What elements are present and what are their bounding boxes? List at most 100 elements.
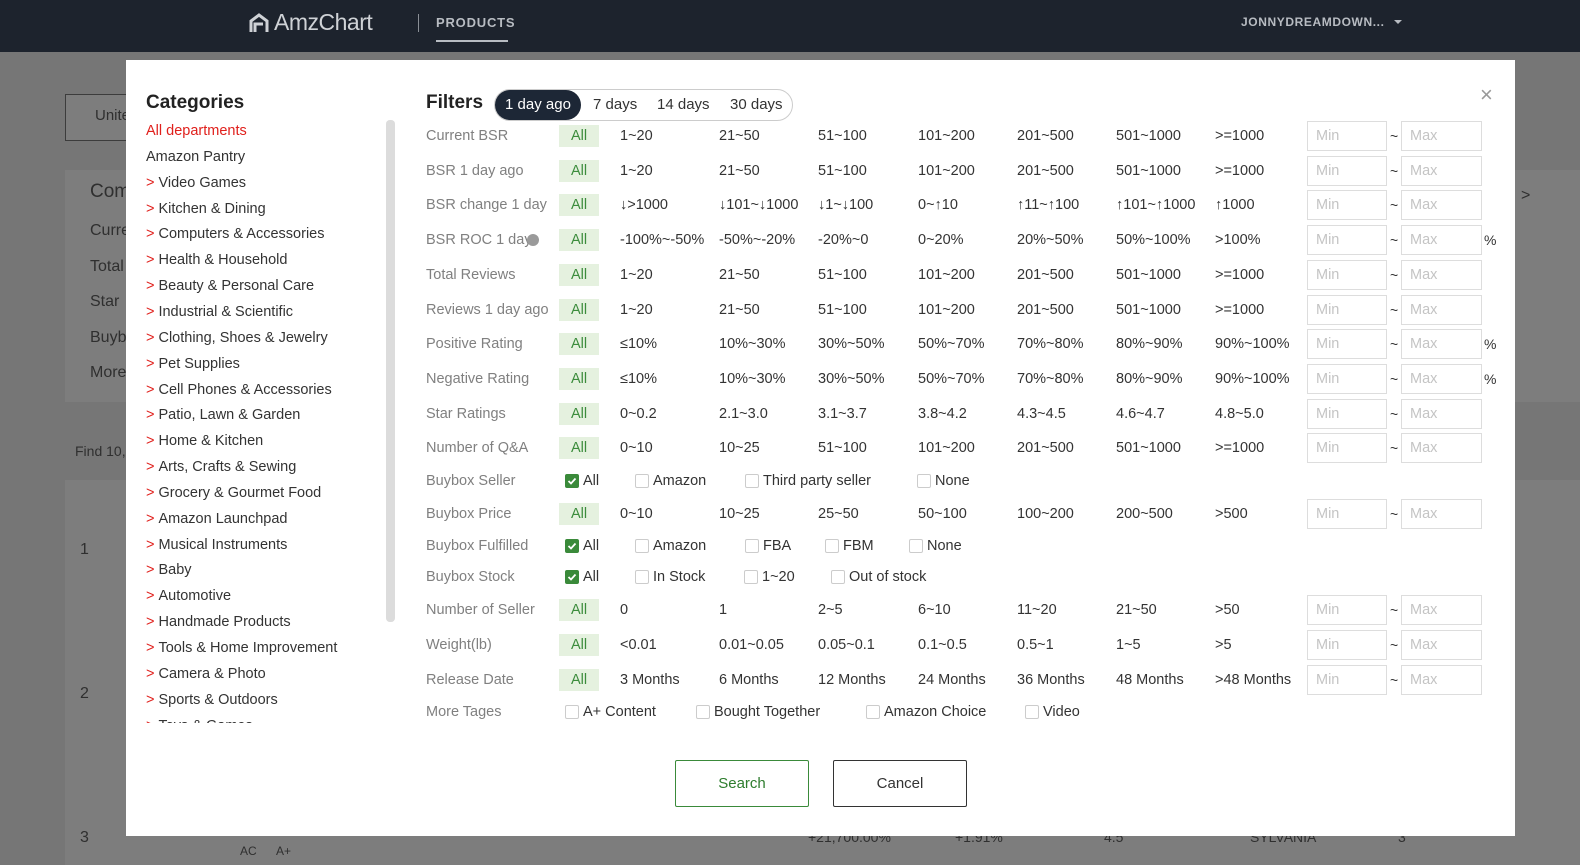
max-input[interactable]: Max bbox=[1401, 225, 1482, 255]
category-item[interactable]: > Sports & Outdoors bbox=[146, 690, 278, 710]
category-item[interactable]: > Arts, Crafts & Sewing bbox=[146, 457, 296, 477]
filter-option[interactable]: 101~200 bbox=[918, 163, 975, 179]
filter-option[interactable]: 21~50 bbox=[719, 163, 760, 179]
all-badge[interactable]: All bbox=[559, 264, 599, 286]
max-input[interactable]: Max bbox=[1401, 260, 1482, 290]
filter-option[interactable]: ↑11~↑100 bbox=[1017, 197, 1080, 213]
filter-option[interactable]: -20%~0 bbox=[818, 232, 869, 248]
filter-option[interactable]: ↓>1000 bbox=[620, 197, 668, 213]
filter-option[interactable]: 80%~90% bbox=[1116, 371, 1183, 387]
category-item[interactable]: Amazon Pantry bbox=[146, 147, 245, 167]
filter-option[interactable]: ≤10% bbox=[620, 336, 657, 352]
all-badge[interactable]: All bbox=[559, 669, 599, 691]
filter-option[interactable]: 51~100 bbox=[818, 302, 867, 318]
checkbox[interactable] bbox=[909, 539, 923, 553]
min-input[interactable]: Min bbox=[1307, 295, 1387, 325]
all-badge[interactable]: All bbox=[559, 229, 599, 251]
filter-option[interactable]: ↑101~↑1000 bbox=[1116, 197, 1196, 213]
min-input[interactable]: Min bbox=[1307, 630, 1387, 660]
all-badge[interactable]: All bbox=[559, 368, 599, 390]
filter-option[interactable]: 51~100 bbox=[818, 128, 867, 144]
checkbox[interactable] bbox=[635, 539, 649, 553]
all-badge[interactable]: All bbox=[559, 403, 599, 425]
filter-option[interactable]: >=1000 bbox=[1215, 128, 1265, 144]
filter-option[interactable]: 21~50 bbox=[1116, 602, 1157, 618]
filter-option[interactable]: 0~10 bbox=[620, 506, 653, 522]
category-item[interactable]: > Musical Instruments bbox=[146, 535, 287, 555]
search-button[interactable]: Search bbox=[675, 760, 809, 807]
category-item[interactable]: All departments bbox=[146, 121, 247, 141]
filter-option[interactable]: 0 bbox=[620, 602, 629, 618]
filter-option[interactable]: 1~20 bbox=[620, 267, 653, 283]
all-badge[interactable]: All bbox=[559, 333, 599, 355]
filter-option[interactable]: 21~50 bbox=[719, 302, 760, 318]
filter-option[interactable]: 30%~50% bbox=[818, 371, 885, 387]
min-input[interactable]: Min bbox=[1307, 260, 1387, 290]
nav-tab[interactable]: PRODUCTS bbox=[436, 15, 516, 30]
filter-option[interactable]: 3.8~4.2 bbox=[918, 406, 967, 422]
all-badge[interactable]: All bbox=[559, 503, 599, 525]
checkbox-label[interactable]: A+ Content bbox=[583, 704, 656, 720]
checkbox-label[interactable]: Out of stock bbox=[849, 569, 927, 585]
filter-option[interactable]: 10~25 bbox=[719, 506, 760, 522]
filter-option[interactable]: ≤10% bbox=[620, 371, 657, 387]
filter-option[interactable]: 10%~30% bbox=[719, 371, 786, 387]
filter-option[interactable]: 10~25 bbox=[719, 440, 760, 456]
max-input[interactable]: Max bbox=[1401, 595, 1482, 625]
min-input[interactable]: Min bbox=[1307, 364, 1387, 394]
filter-option[interactable]: 1~5 bbox=[1116, 637, 1141, 653]
filter-option[interactable]: 36 Months bbox=[1017, 672, 1085, 688]
category-item[interactable]: > Automotive bbox=[146, 586, 231, 606]
filter-option[interactable]: 2~5 bbox=[818, 602, 843, 618]
filter-option[interactable]: 1 bbox=[719, 602, 728, 618]
filter-option[interactable]: 21~50 bbox=[719, 267, 760, 283]
checkbox-label[interactable]: Amazon bbox=[653, 473, 707, 489]
filter-option[interactable]: 201~500 bbox=[1017, 440, 1074, 456]
category-item[interactable]: > Cell Phones & Accessories bbox=[146, 380, 332, 400]
min-input[interactable]: Min bbox=[1307, 665, 1387, 695]
category-item[interactable]: > Toys & Games bbox=[146, 716, 253, 723]
checkbox-label[interactable]: All bbox=[583, 538, 600, 554]
close-button[interactable]: × bbox=[1480, 82, 1493, 107]
all-badge[interactable]: All bbox=[559, 299, 599, 321]
filter-option[interactable]: 51~100 bbox=[818, 163, 867, 179]
filter-option[interactable]: >=1000 bbox=[1215, 302, 1265, 318]
filter-option[interactable]: 501~1000 bbox=[1116, 267, 1181, 283]
filter-option[interactable]: 101~200 bbox=[918, 440, 975, 456]
filter-option[interactable]: 4.6~4.7 bbox=[1116, 406, 1165, 422]
checkbox[interactable] bbox=[744, 570, 758, 584]
checkbox-label[interactable]: Third party seller bbox=[763, 473, 871, 489]
filter-option[interactable]: <0.01 bbox=[620, 637, 657, 653]
checkbox-label[interactable]: Amazon Choice bbox=[884, 704, 987, 720]
checkbox-label[interactable]: All bbox=[583, 569, 600, 585]
checkbox[interactable] bbox=[565, 705, 579, 719]
cancel-button[interactable]: Cancel bbox=[833, 760, 967, 807]
checkbox-label[interactable]: All bbox=[583, 473, 600, 489]
filter-option[interactable]: 1~20 bbox=[620, 302, 653, 318]
checkbox[interactable] bbox=[866, 705, 880, 719]
min-input[interactable]: Min bbox=[1307, 156, 1387, 186]
filter-option[interactable]: 2.1~3.0 bbox=[719, 406, 768, 422]
filter-option[interactable]: 50%~100% bbox=[1116, 232, 1191, 248]
max-input[interactable]: Max bbox=[1401, 499, 1482, 529]
filter-option[interactable]: 51~100 bbox=[818, 440, 867, 456]
filter-option[interactable]: -100%~-50% bbox=[620, 232, 705, 248]
help-icon[interactable] bbox=[527, 234, 539, 246]
filter-option[interactable]: 201~500 bbox=[1017, 302, 1074, 318]
min-input[interactable]: Min bbox=[1307, 329, 1387, 359]
checkbox-label[interactable]: None bbox=[935, 473, 970, 489]
checkbox-label[interactable]: FBM bbox=[843, 538, 874, 554]
max-input[interactable]: Max bbox=[1401, 121, 1482, 151]
all-badge[interactable]: All bbox=[559, 160, 599, 182]
category-item[interactable]: > Clothing, Shoes & Jewelry bbox=[146, 328, 328, 348]
filter-option[interactable]: >5 bbox=[1215, 637, 1232, 653]
filter-option[interactable]: 0.05~0.1 bbox=[818, 637, 875, 653]
filter-option[interactable]: 70%~80% bbox=[1017, 371, 1084, 387]
filter-option[interactable]: 10%~30% bbox=[719, 336, 786, 352]
filter-option[interactable]: 0~0.2 bbox=[620, 406, 657, 422]
filter-option[interactable]: 4.8~5.0 bbox=[1215, 406, 1264, 422]
filter-option[interactable]: ↓1~↓100 bbox=[818, 197, 874, 213]
all-badge[interactable]: All bbox=[559, 125, 599, 147]
tab[interactable]: 30 days bbox=[730, 96, 783, 113]
filter-option[interactable]: 48 Months bbox=[1116, 672, 1184, 688]
